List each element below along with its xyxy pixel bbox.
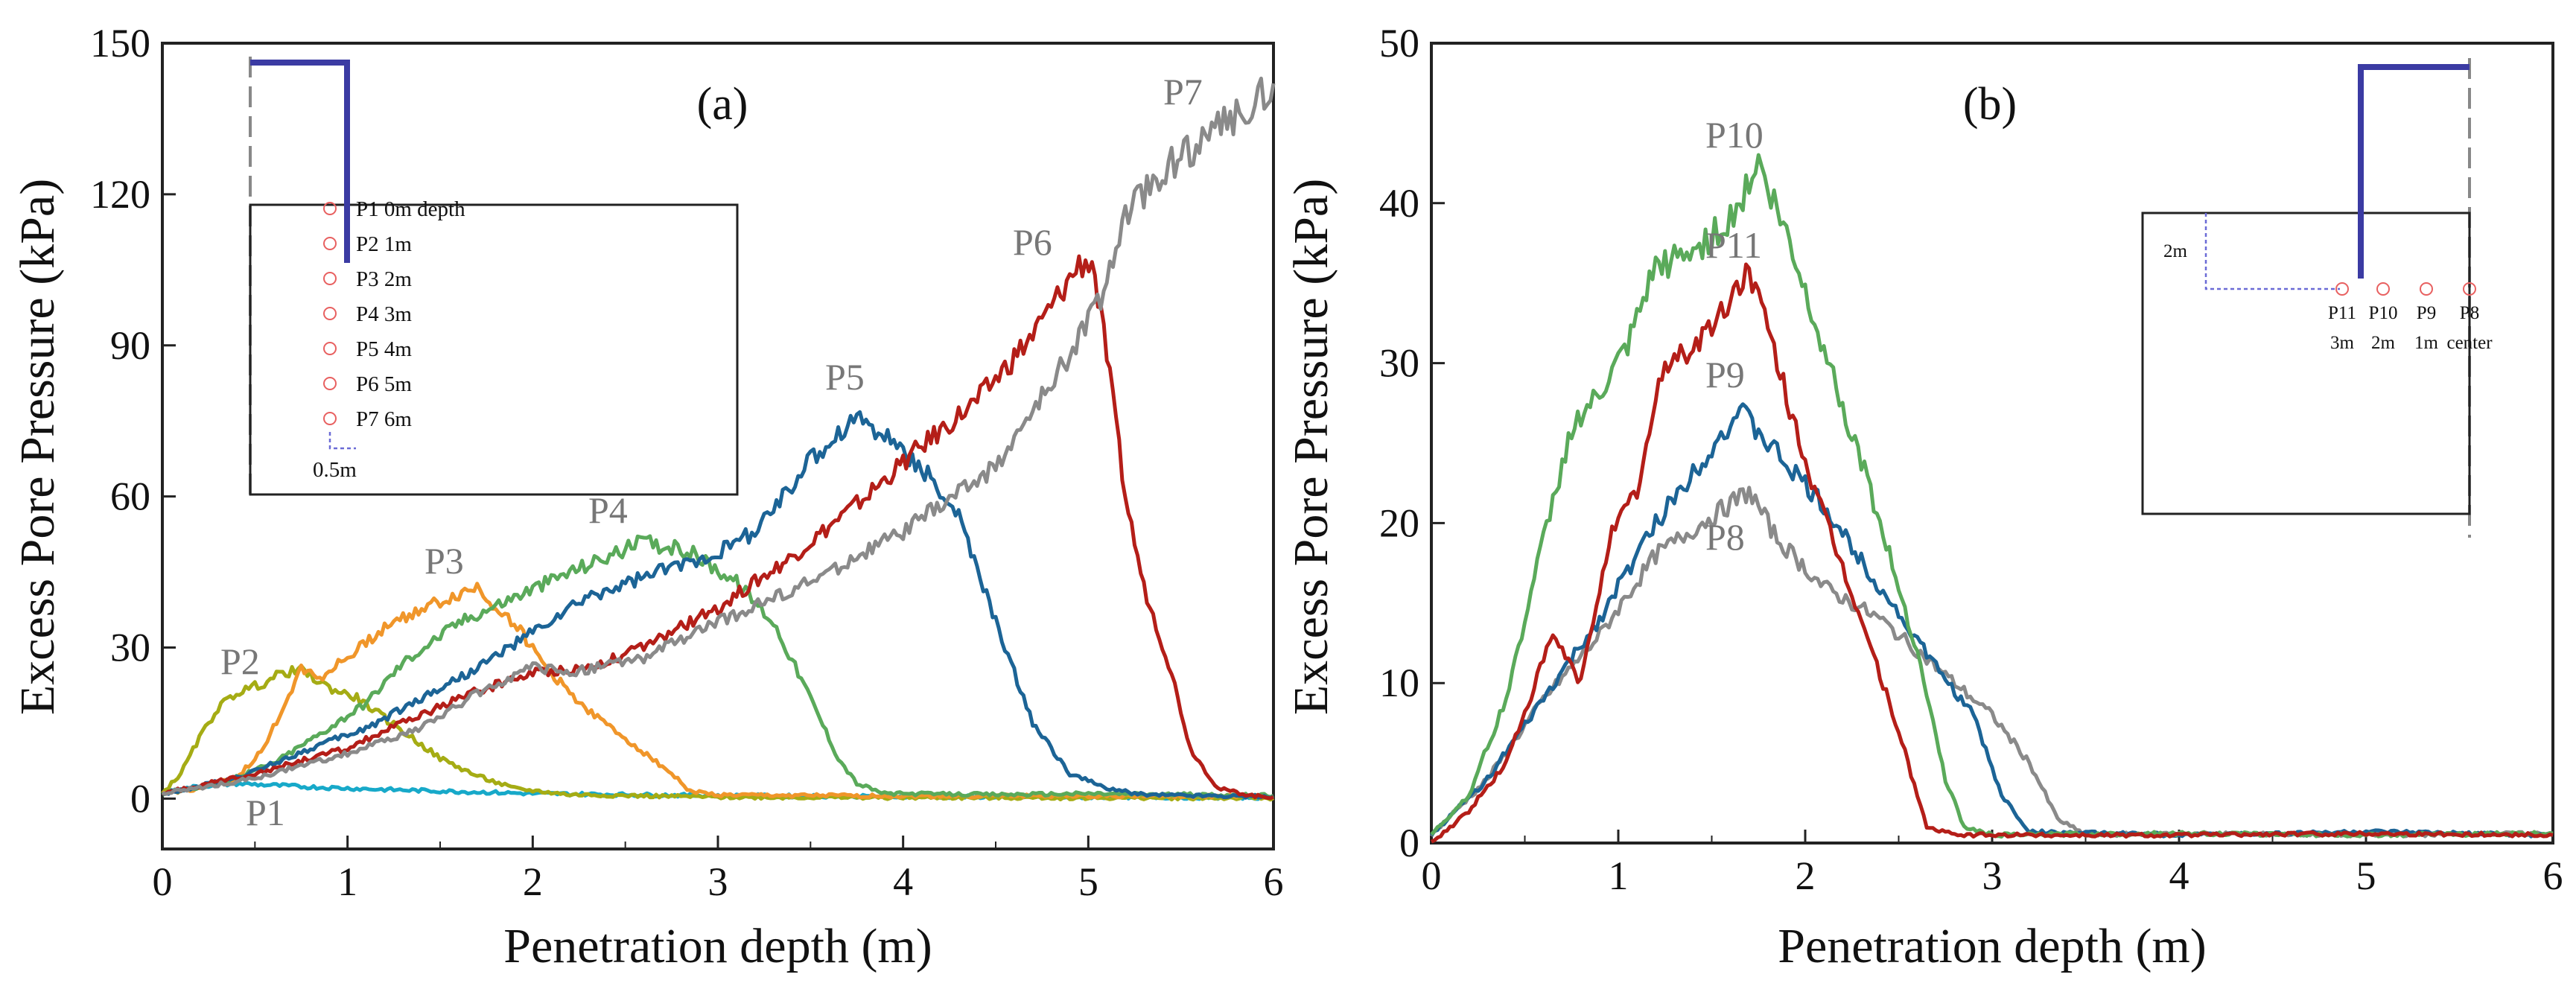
panel-b-frame [1430, 42, 2554, 845]
inset-b-label-p8: P8 [2460, 303, 2479, 323]
series-line-p5 [162, 410, 1275, 800]
panel-b-xtick-label-0: 0 [1422, 853, 1442, 898]
inset-a-sensor-p7 [323, 412, 337, 425]
panel-b: 0 1 2 3 4 5 6 0 10 20 30 40 50 (b) Penetration depth… [1284, 21, 2563, 973]
inset-a-sensor-p4 [323, 307, 337, 320]
inset-b-ground-box [2141, 211, 2471, 515]
panel-a-xtick-label-4: 4 [893, 859, 913, 904]
panel-b-xtick-label-2: 2 [1796, 853, 1816, 898]
panel-a-ytick-label-4: 120 [90, 172, 150, 217]
panel-b-xlabel: Penetration depth (m) [1778, 919, 2207, 973]
panel-a-xtick-label-1: 1 [337, 859, 357, 904]
inset-a-sensor-list: P1 0m depth P2 1m P3 2m P4 3m P5 4m P6 5… [356, 197, 465, 431]
series-line-p7 [161, 76, 1276, 796]
panel-b-ytick-label-5: 50 [1379, 21, 1419, 66]
series-line-p8 [1429, 486, 2554, 839]
series-line-p9 [1429, 402, 2554, 839]
series-line-p2 [161, 664, 1275, 802]
panel-a-series [161, 76, 1276, 802]
inset-a-label-p7: P7 6m [356, 407, 412, 431]
panel-a-xtick-label-3: 3 [708, 859, 728, 904]
panel-a-ytick-label-5: 150 [90, 21, 150, 66]
panel-a-xtick-label-6: 6 [1264, 859, 1284, 904]
panel-a-ytick-label-3: 90 [110, 323, 150, 368]
inset-a-label-p4: P4 3m [356, 302, 412, 326]
panel-a-xlabel: Penetration depth (m) [503, 919, 932, 973]
panel-a-xtick-label-0: 0 [153, 859, 173, 904]
inset-a-label-p2: P2 1m [356, 232, 412, 256]
inset-b-sublabel-p11: 3m [2330, 333, 2355, 353]
series-label-p7: P7 [1163, 71, 1203, 112]
panel-b-xtick-label-6: 6 [2543, 853, 2563, 898]
series-line-p4 [161, 534, 1275, 799]
inset-b-sensor-p8 [2463, 282, 2476, 296]
panel-b-xtick-label-3: 3 [1982, 853, 2003, 898]
series-label-p1: P1 [246, 792, 285, 833]
inset-b-depth-dim [2204, 213, 2340, 290]
panel-b-ytick-label-4: 40 [1379, 181, 1419, 226]
series-label-p5: P5 [825, 356, 865, 398]
panel-a-xtick-label-2: 2 [523, 859, 543, 904]
panel-a-inset: P1 0m depth P2 1m P3 2m P4 3m P5 4m P6 5… [249, 57, 739, 496]
inset-a-label-p5: P5 4m [356, 337, 412, 361]
panel-a-ylabel: Excess Pore Pressure (kPa) [10, 179, 65, 715]
series-label-p10: P10 [1705, 114, 1764, 156]
inset-a-ground-box [249, 203, 739, 496]
inset-a-sensor-p1 [323, 202, 337, 215]
panel-b-ytick-label-0: 0 [1399, 821, 1419, 865]
inset-a-sensor-p3 [323, 272, 337, 285]
inset-a-sensor-p2 [323, 237, 337, 250]
series-label-p11: P11 [1705, 224, 1762, 266]
panel-b-ytick-label-1: 10 [1379, 661, 1419, 705]
inset-a-sensor-p6 [323, 377, 337, 390]
series-label-p8: P8 [1705, 516, 1745, 558]
panel-b-inset: 2m P11 P10 P9 P8 3m 2m 1m center [2141, 58, 2493, 538]
inset-a-label-p3: P3 2m [356, 267, 412, 291]
series-label-p9: P9 [1705, 354, 1745, 395]
inset-b-depth-label: 2m [2163, 241, 2188, 261]
panel-a-ytick-label-0: 0 [130, 776, 150, 821]
series-line-p3 [162, 582, 1275, 801]
inset-b-label-p10: P10 [2369, 303, 2398, 323]
series-label-p3: P3 [424, 540, 464, 582]
panel-b-xtick-label-1: 1 [1609, 853, 1629, 898]
inset-a-sensor-p5 [323, 342, 337, 355]
inset-b-sensor-p11 [2335, 282, 2349, 296]
panel-a-ytick-label-1: 30 [110, 626, 150, 670]
panel-b-ytick-label-2: 20 [1379, 500, 1419, 545]
series-line-p10 [1430, 153, 2554, 839]
inset-a-label-p1: P1 0m depth [356, 197, 465, 221]
inset-b-label-p9: P9 [2417, 303, 2436, 323]
inset-b-sensor-p9 [2420, 282, 2433, 296]
panel-a-tag: (a) [697, 79, 748, 130]
panel-b-xtick-label-5: 5 [2356, 853, 2376, 898]
panel-b-ticks: 0 1 2 3 4 5 6 0 10 20 30 40 50 [1379, 21, 2563, 898]
inset-a-offset-label: 0.5m [313, 458, 357, 482]
inset-a-penetrometer [250, 60, 350, 263]
panel-a-ytick-label-2: 60 [110, 474, 150, 519]
inset-a-sensors [323, 202, 337, 425]
panel-b-tag: (b) [1963, 79, 2017, 130]
panel-b-series [1429, 153, 2554, 844]
series-line-p11 [1430, 262, 2554, 844]
series-label-p2: P2 [220, 640, 260, 682]
inset-b-sublabel-p9: 1m [2414, 333, 2439, 353]
series-label-p4: P4 [588, 489, 628, 531]
inset-b-sublabel-p10: 2m [2371, 333, 2396, 353]
panel-a-xtick-label-5: 5 [1078, 859, 1098, 904]
inset-a-offset-dim [328, 432, 356, 450]
series-line-p6 [162, 254, 1274, 801]
inset-b-penetrometer [2358, 64, 2470, 279]
series-label-p6: P6 [1013, 221, 1052, 263]
inset-b-sublabel-p8: center [2446, 333, 2493, 353]
panel-b-xtick-label-4: 4 [2169, 853, 2189, 898]
inset-b-label-p11: P11 [2328, 303, 2356, 323]
panel-b-ytick-label-3: 30 [1379, 341, 1419, 386]
panel-b-ylabel: Excess Pore Pressure (kPa) [1284, 179, 1338, 715]
inset-b-sensor-p10 [2376, 282, 2390, 296]
inset-a-label-p6: P6 5m [356, 372, 412, 396]
